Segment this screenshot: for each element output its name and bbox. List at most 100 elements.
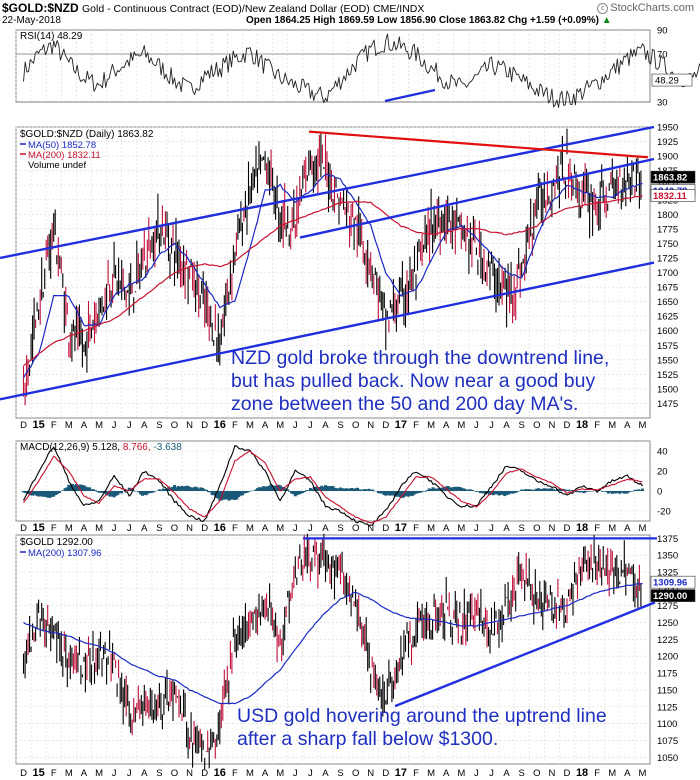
macd-tick-label: 40: [657, 447, 668, 458]
macd-histogram-bar: [212, 491, 216, 496]
macd-histogram-bar: [93, 490, 97, 491]
macd-histogram-bar: [361, 489, 365, 491]
macd-histogram-bar: [416, 491, 420, 494]
macd-histogram-bar: [382, 491, 386, 495]
macd-histogram-bar: [263, 486, 267, 491]
macd-histogram-bar: [267, 486, 271, 491]
macd-histogram-bar: [54, 491, 58, 495]
nzd-x-tick-label: A: [262, 420, 269, 431]
usd-x-tick-label: D: [201, 768, 208, 779]
macd-histogram-bar: [559, 489, 563, 491]
gold-usd-uptrend-line: [394, 601, 656, 708]
macd-histogram-bar: [207, 491, 210, 493]
macd-histogram-bar: [254, 489, 258, 491]
macd-histogram-bar: [574, 491, 578, 493]
macd-histogram-bar: [210, 491, 214, 496]
macd-histogram-bar: [437, 488, 441, 491]
macd-x-tick-label: A: [262, 523, 269, 534]
macd-histogram-bar: [120, 491, 124, 494]
gold-nzd-title: $GOLD:$NZD (Daily) 1863.82: [20, 129, 154, 140]
macd-x-tick-label: J: [489, 523, 494, 534]
macd-histogram-bar: [256, 488, 259, 491]
gold-usd-close-label: 1290.00: [653, 591, 687, 602]
macd-histogram-bar: [548, 488, 552, 491]
macd-histogram-bar: [229, 491, 233, 500]
nzd-x-tick-label: N: [186, 420, 193, 431]
macd-x-tick-label: F: [413, 523, 419, 534]
macd-x-tick-label: N: [186, 523, 193, 534]
ticker-symbol: $GOLD:$NZD: [2, 1, 79, 15]
macd-histogram-bar: [63, 488, 67, 491]
macd-histogram-bar: [580, 491, 584, 493]
macd-histogram-bar: [176, 486, 180, 491]
macd-histogram-bar: [431, 487, 435, 491]
macd-histogram-bar: [97, 491, 101, 493]
nzd-x-tick-label: J: [127, 420, 132, 431]
macd-histogram-bar: [539, 489, 543, 491]
macd-histogram-bar: [322, 486, 326, 491]
macd-histogram-bar: [550, 488, 554, 491]
macd-histogram-bar: [622, 491, 626, 494]
macd-histogram-bar: [463, 488, 467, 491]
usd-x-tick-label: O: [533, 768, 540, 779]
gold-nzd-close-label: 1863.82: [653, 173, 687, 184]
nzd-x-tick-label: A: [81, 420, 88, 431]
gold-nzd-lower-trendline: [0, 261, 655, 401]
macd-histogram-bar: [354, 488, 358, 491]
gold-nzd-tick-label: 1475: [657, 399, 678, 410]
gold-nzd-tick-label: 1650: [657, 297, 678, 308]
macd-histogram-bar: [540, 488, 544, 491]
macd-histogram-bar: [391, 491, 395, 496]
macd-histogram-bar: [403, 491, 407, 497]
macd-histogram-bar: [108, 491, 112, 497]
macd-histogram-bar: [350, 488, 354, 491]
usd-x-tick-label: S: [156, 768, 162, 779]
chart-date: 22-May-2018: [2, 15, 61, 26]
macd-histogram-bar: [610, 491, 614, 494]
nzd-x-tick-label: 16: [214, 419, 226, 431]
macd-histogram-bar: [331, 486, 335, 491]
macd-histogram-bar: [95, 491, 99, 492]
macd-x-tick-label: M: [457, 523, 465, 534]
macd-histogram-bar: [471, 490, 475, 491]
macd-histogram-bar: [335, 488, 339, 491]
macd-histogram-bar: [205, 489, 209, 491]
macd-histogram-bar: [174, 487, 178, 491]
usd-x-tick-label: F: [413, 768, 419, 779]
gold-usd-close-label-box: [650, 589, 696, 602]
macd-histogram-bar: [140, 491, 144, 496]
gold-usd-tick-label: 1275: [657, 601, 678, 612]
gold-usd-legend-ma200: MA(200) 1307.96: [28, 548, 101, 559]
macd-histogram-bar: [388, 491, 392, 496]
macd-legend-name: MACD(12,26,9) 5.128,: [20, 442, 123, 453]
macd-histogram-bar: [116, 491, 120, 495]
macd-x-tick-label: S: [337, 523, 343, 534]
macd-histogram-bar: [173, 485, 176, 491]
macd-histogram-bar: [157, 489, 161, 491]
macd-histogram-bar: [86, 487, 90, 491]
usd-x-tick-label: 16: [214, 767, 226, 779]
nzd-x-tick-label: J: [308, 420, 313, 431]
usd-x-tick-label: M: [246, 768, 254, 779]
nzd-x-tick-label: A: [322, 420, 329, 431]
macd-histogram-bar: [37, 491, 41, 497]
macd-x-tick-label: M: [608, 523, 616, 534]
rsi-trendline: [384, 88, 436, 103]
macd-histogram-bar: [257, 487, 261, 491]
macd-x-tick-label: N: [548, 523, 555, 534]
macd-x-tick-label: A: [503, 523, 510, 534]
macd-histogram-bar: [522, 489, 526, 491]
macd-x-tick-label: M: [638, 523, 646, 534]
macd-x-tick-label: 18: [576, 522, 588, 534]
macd-histogram-bar: [184, 485, 188, 491]
macd-histogram-bar: [542, 488, 546, 491]
macd-histogram-bar: [344, 488, 348, 491]
macd-histogram-bar: [84, 486, 88, 491]
nzd-x-tick-label: M: [638, 420, 646, 431]
usd-x-tick-label: D: [20, 768, 27, 779]
gold-usd-tick-label: 1075: [657, 736, 678, 747]
macd-histogram-bar: [429, 489, 433, 491]
macd-histogram-bar: [378, 491, 382, 494]
macd-histogram-bar: [90, 489, 93, 491]
gold-usd-tick-label: 1225: [657, 635, 678, 646]
